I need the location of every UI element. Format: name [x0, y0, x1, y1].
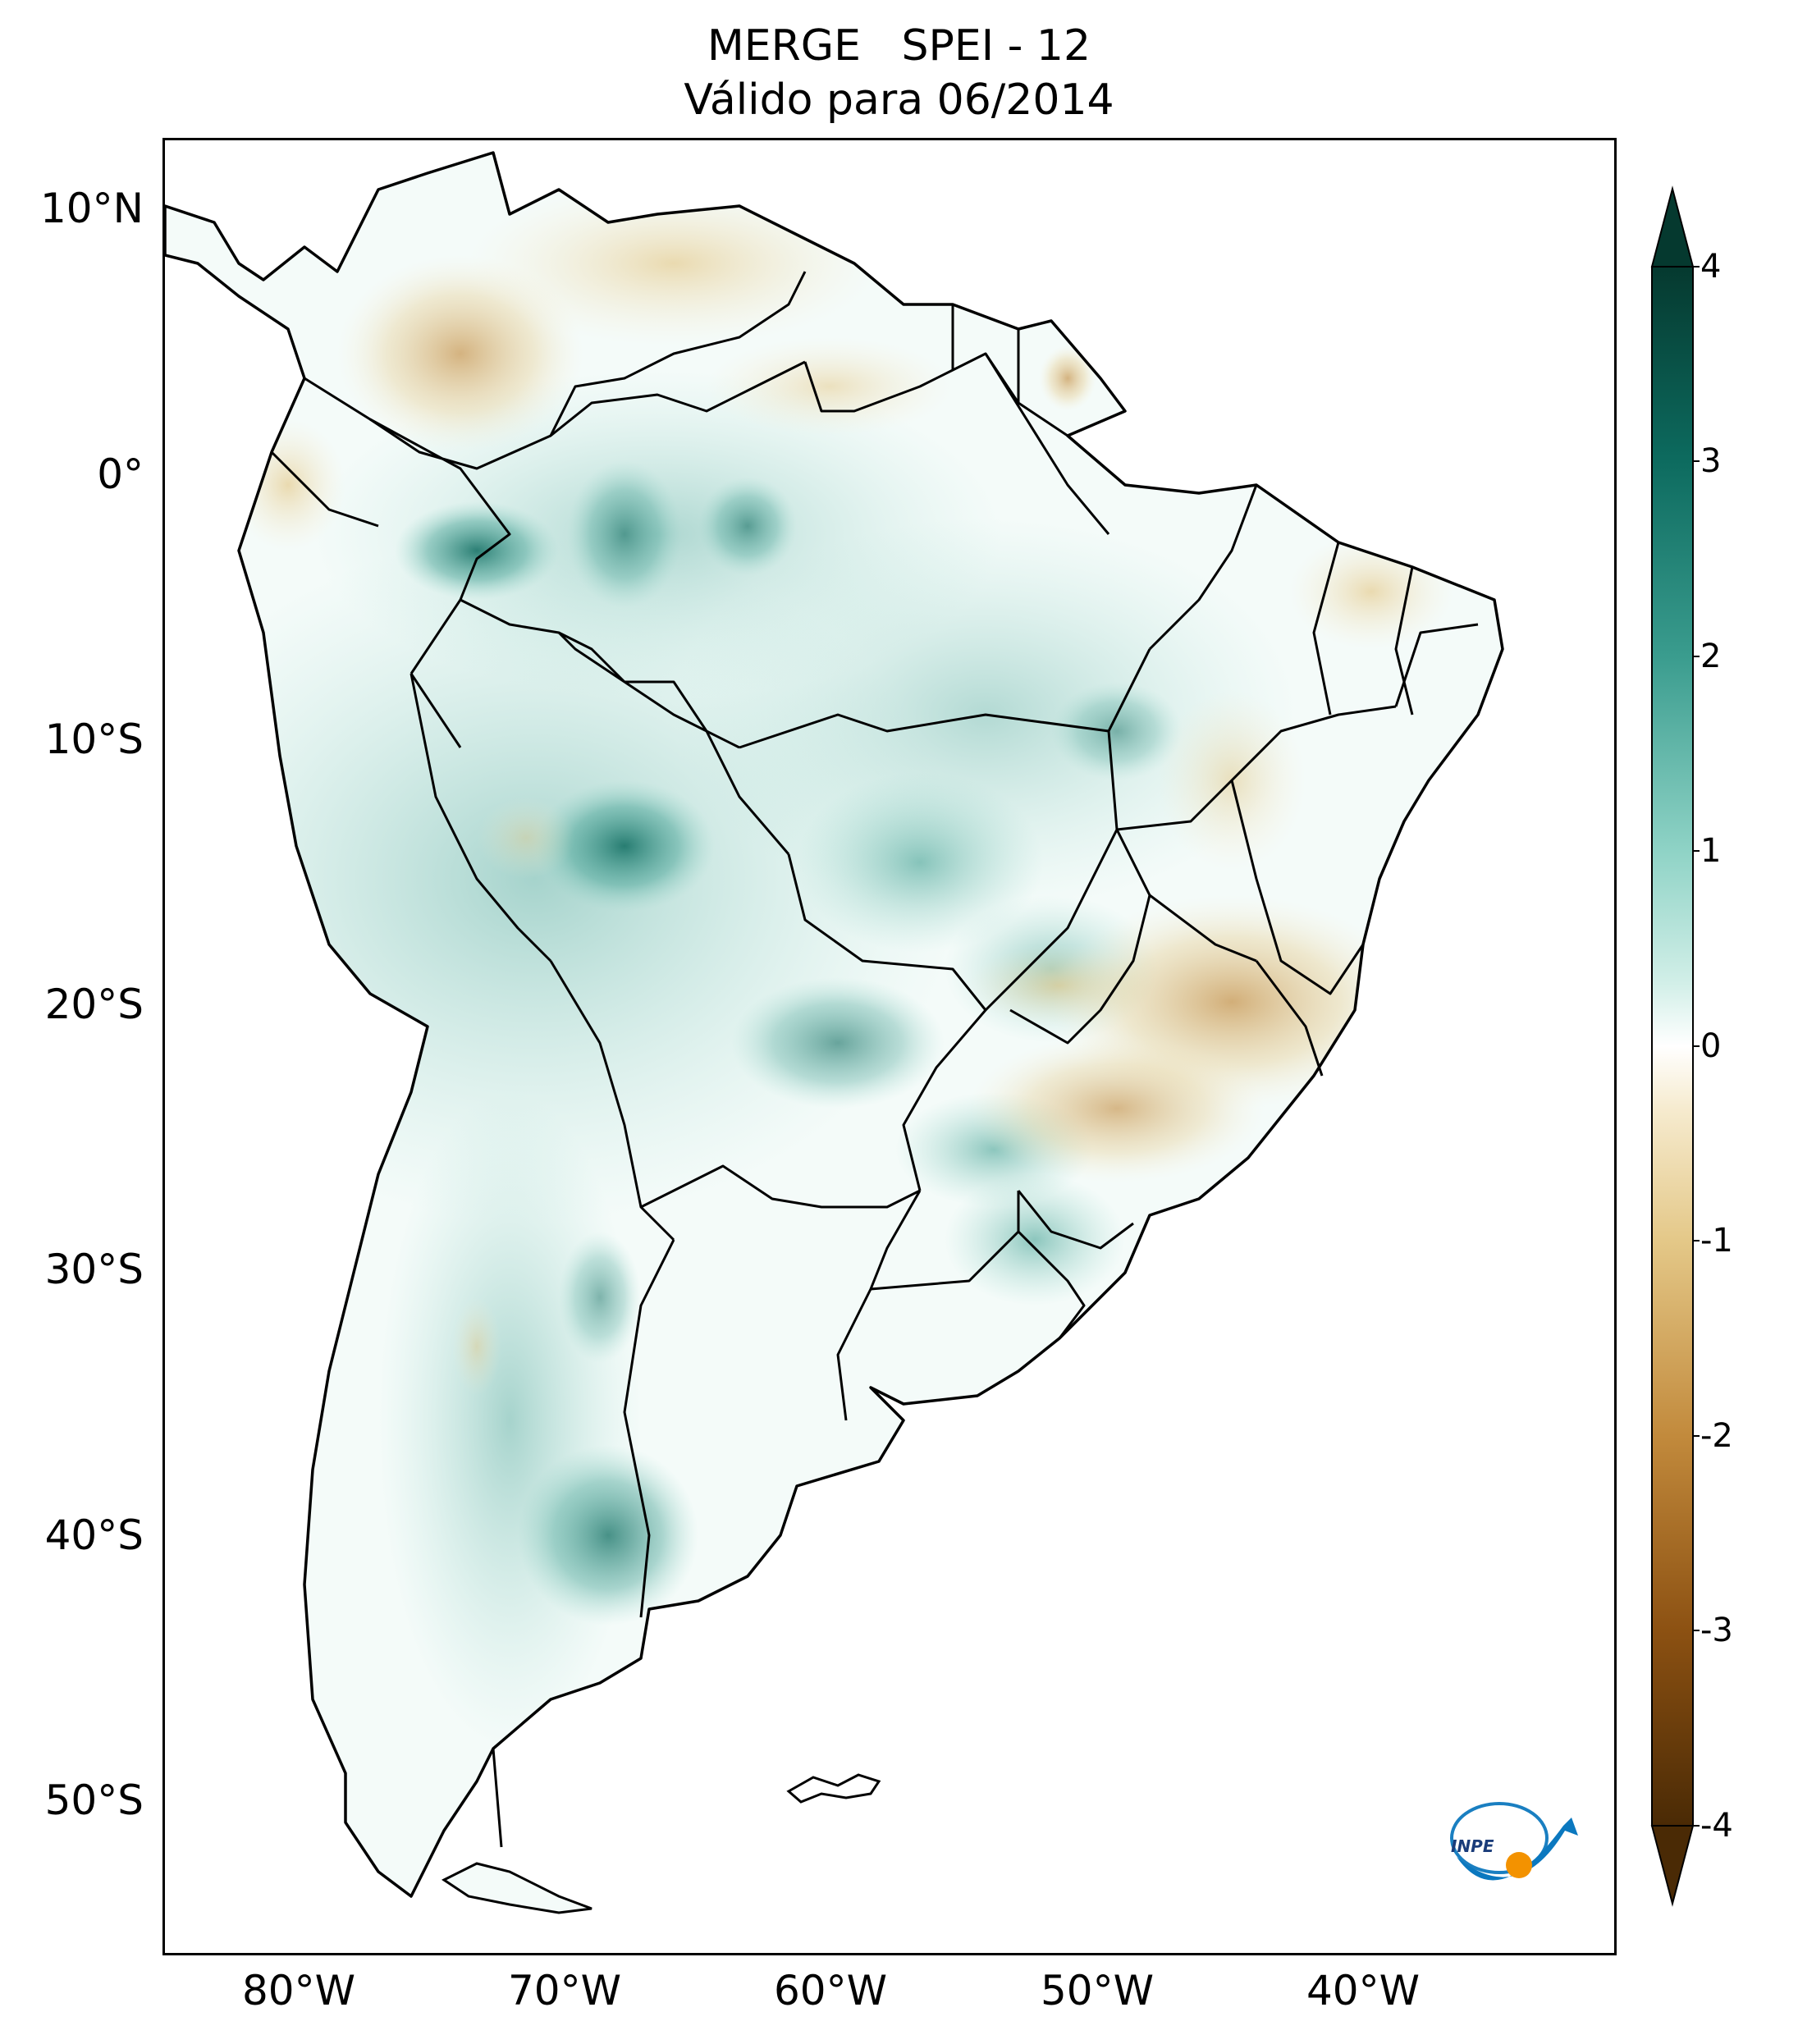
lon-label-70w: 70°W	[507, 1967, 622, 2014]
lat-label-10n: 10°N	[39, 185, 144, 232]
inpe-logo-text: INPE	[1451, 1836, 1494, 1856]
lat-label-10s: 10°S	[44, 716, 144, 763]
lon-label-50w: 50°W	[1040, 1967, 1155, 2014]
map-subtitle: Válido para 06/2014	[684, 75, 1114, 125]
inpe-logo	[1450, 1802, 1578, 1881]
tierra-del-fuego	[441, 1862, 592, 1914]
spei-field	[165, 181, 1453, 1773]
colorbar-tick-minus1: -1	[1700, 1222, 1733, 1260]
map-title: MERGE SPEI - 12	[707, 21, 1091, 71]
lat-label-30s: 30°S	[44, 1246, 144, 1293]
falkland-islands	[786, 1773, 881, 1804]
lat-label-50s: 50°S	[44, 1776, 144, 1824]
map-panel	[162, 138, 1617, 1955]
map-canvas	[165, 151, 1504, 1914]
colorbar-tick-3: 3	[1700, 442, 1722, 480]
lat-label-20s: 20°S	[44, 981, 144, 1028]
colorbar-tick-2: 2	[1700, 638, 1722, 675]
colorbar-extend-min	[1650, 1825, 1695, 1907]
colorbar-tick-minus4: -4	[1700, 1807, 1733, 1845]
lat-label-0: 0°	[97, 450, 144, 498]
colorbar-extend-max	[1650, 185, 1695, 268]
colorbar-tick-4: 4	[1700, 248, 1722, 286]
colorbar-tick-0: 0	[1700, 1027, 1722, 1065]
colorbar-tick-minus3: -3	[1700, 1612, 1733, 1649]
country-borders	[270, 271, 1479, 1848]
lon-label-80w: 80°W	[241, 1967, 356, 2014]
lon-label-40w: 40°W	[1306, 1967, 1421, 2014]
colorbar-tick-minus2: -2	[1700, 1417, 1733, 1455]
lon-label-60w: 60°W	[773, 1967, 888, 2014]
colorbar	[1650, 185, 1700, 1907]
lat-label-40s: 40°S	[44, 1511, 144, 1559]
colorbar-ramp	[1651, 266, 1694, 1827]
colorbar-tick-1: 1	[1700, 832, 1722, 870]
